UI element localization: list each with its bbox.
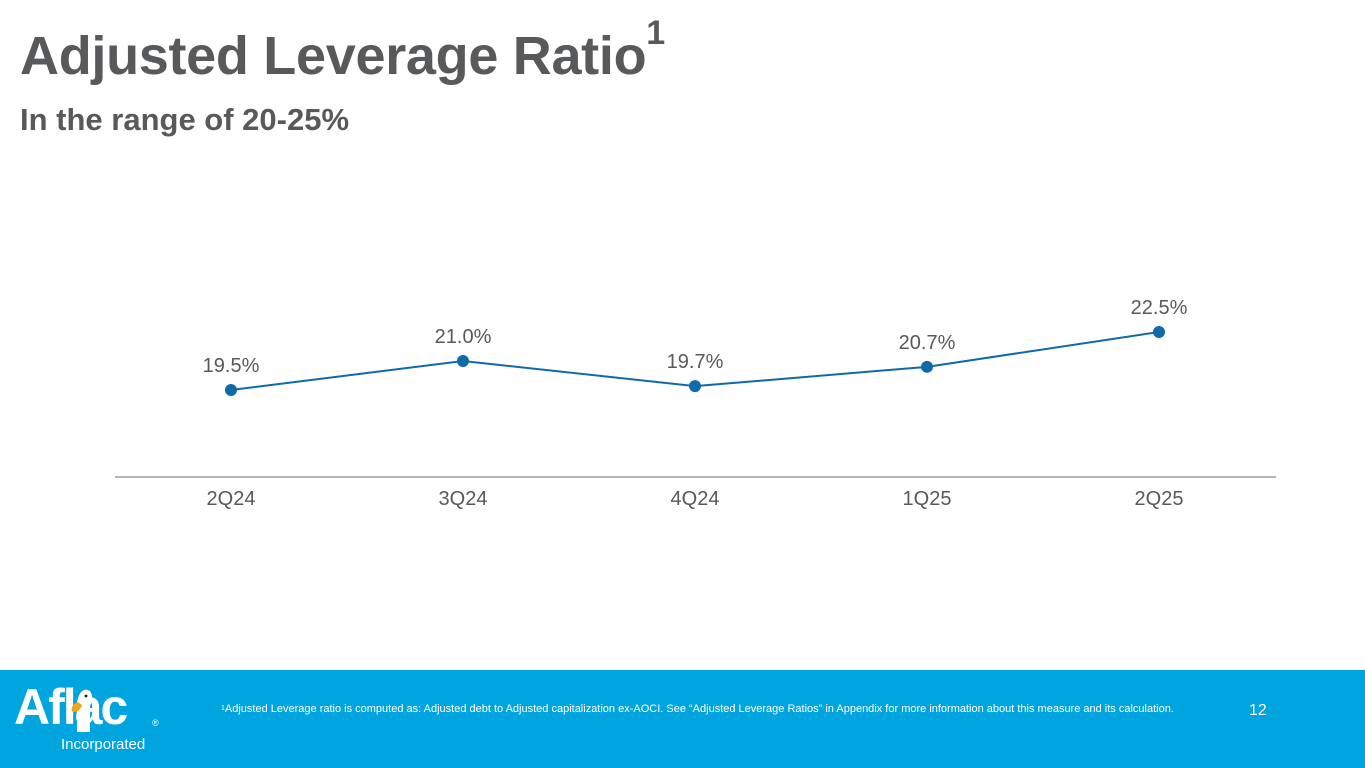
- x-tick-label: 1Q25: [903, 488, 952, 510]
- page-title: Adjusted Leverage Ratio1: [20, 16, 665, 89]
- footnote-text: Adjusted Leverage ratio is computed as: …: [224, 703, 1174, 715]
- data-point: [1153, 326, 1165, 339]
- logo-subtext: Incorporated: [61, 736, 146, 753]
- x-tick-label: 2Q24: [207, 488, 256, 510]
- page-number: 12: [1249, 702, 1267, 719]
- logo-registered-mark: ®: [152, 718, 159, 728]
- aflac-logo: Aflac ® Incorporated: [14, 682, 164, 760]
- data-point: [921, 360, 933, 373]
- x-tick-label: 3Q24: [439, 488, 488, 510]
- data-point: [457, 355, 469, 368]
- footer-band: Aflac ® Incorporated: [0, 670, 1365, 768]
- page-subtitle: In the range of 20-25%: [20, 102, 350, 137]
- x-tick-label: 4Q24: [671, 488, 720, 510]
- data-label: 19.7%: [667, 351, 724, 373]
- data-label: 21.0%: [435, 326, 492, 348]
- logo-wordmark: Aflac: [14, 679, 128, 735]
- x-tick-label: 2Q25: [1135, 488, 1184, 510]
- data-label: 19.5%: [203, 355, 260, 377]
- data-point: [689, 380, 701, 393]
- data-label: 20.7%: [899, 332, 956, 354]
- title-text: Adjusted Leverage Ratio: [20, 26, 647, 86]
- title-footnote-marker: 1: [646, 14, 665, 52]
- data-label: 22.5%: [1131, 297, 1188, 319]
- duck-icon: [71, 689, 93, 732]
- line-chart: 19.5% 21.0% 19.7% 20.7% 22.5% 2Q24 3Q24 4Q24 1Q…: [115, 297, 1276, 510]
- footnote-marker: 1: [221, 705, 225, 712]
- data-point: [225, 384, 237, 397]
- footnote: 1Adjusted Leverage ratio is computed as:…: [221, 702, 1226, 717]
